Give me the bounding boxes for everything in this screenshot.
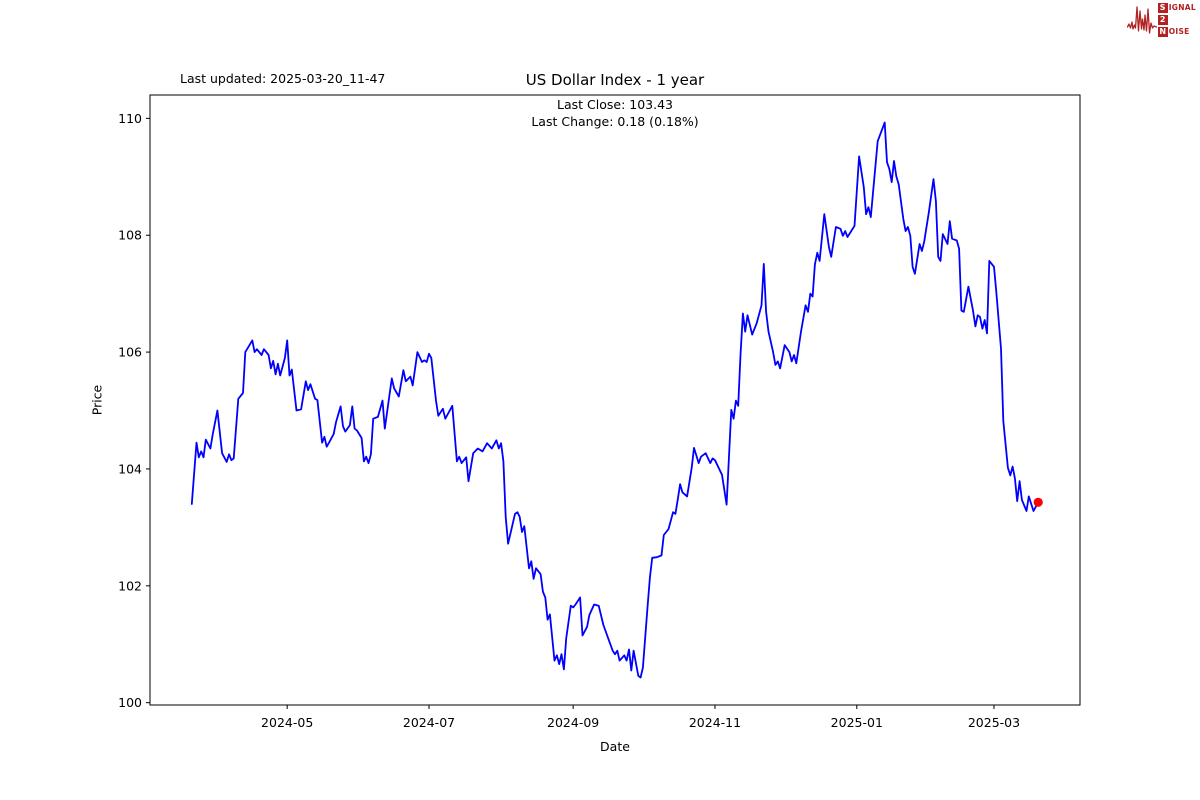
y-tick-label: 104 [118, 461, 142, 476]
plot-border [149, 94, 1081, 706]
logo-row-noise: N OISE [1157, 26, 1196, 37]
y-tick-label: 102 [118, 578, 142, 593]
x-tick-label: 2024-11 [689, 715, 741, 730]
signal2noise-logo: S IGNAL 2 N OISE [1126, 2, 1196, 40]
logo-text-ignal: IGNAL [1168, 2, 1196, 12]
logo-text-oise: OISE [1168, 26, 1190, 36]
y-tick-label: 108 [118, 228, 142, 243]
subtitle-last-change: Last Change: 0.18 (0.18%) [531, 114, 699, 129]
x-axis-label: Date [600, 739, 630, 754]
logo-row-signal: S IGNAL [1157, 2, 1196, 13]
logo-row-2: 2 [1157, 14, 1196, 25]
price-line [190, 121, 1040, 679]
x-tick-label: 2025-03 [968, 715, 1020, 730]
x-tick-label: 2025-01 [831, 715, 883, 730]
last-updated-label: Last updated: 2025-03-20_11-47 [180, 71, 386, 86]
logo-letterbox-2: 2 [1157, 14, 1168, 25]
chart-title: US Dollar Index - 1 year [525, 71, 705, 89]
x-tick-label: 2024-09 [547, 715, 599, 730]
y-tick-label: 100 [118, 695, 142, 710]
subtitle-last-close: Last Close: 103.43 [557, 97, 673, 112]
waveform-icon [1126, 6, 1157, 34]
logo-text: S IGNAL 2 N OISE [1157, 2, 1196, 37]
x-tick-label: 2024-05 [261, 715, 313, 730]
y-tick-label: 106 [118, 345, 142, 360]
y-tick-label: 110 [118, 111, 142, 126]
y-axis-label: Price [89, 384, 105, 416]
x-tick-label: 2024-07 [403, 715, 455, 730]
logo-letterbox-n: N [1157, 26, 1168, 37]
logo-letterbox-s: S [1157, 2, 1168, 13]
last-price-dot [1033, 497, 1043, 507]
